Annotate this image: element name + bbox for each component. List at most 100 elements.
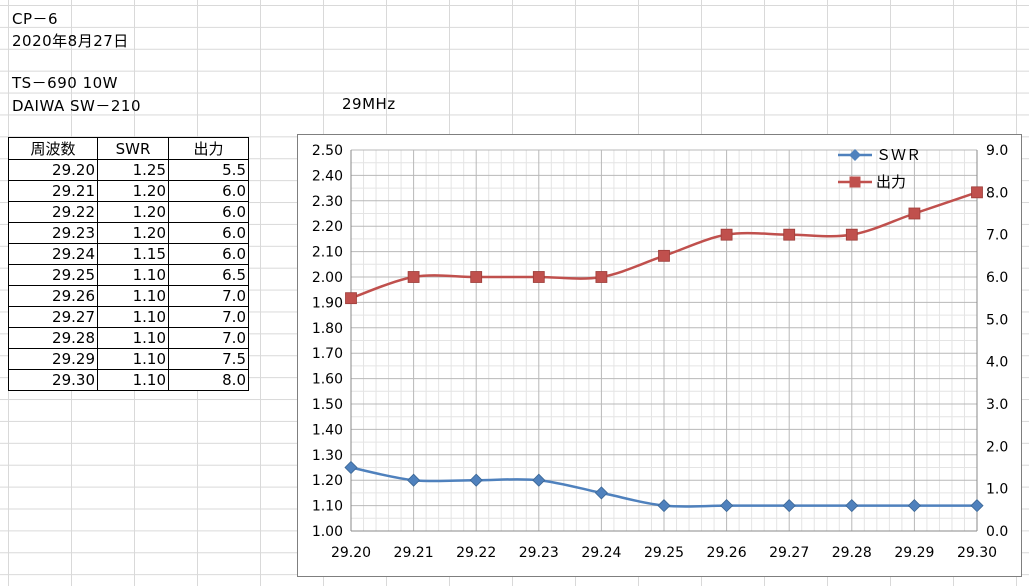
- y-left-tick-label: 1.70: [312, 346, 343, 362]
- table-cell[interactable]: 7.0: [168, 327, 249, 349]
- table-cell[interactable]: 29.26: [8, 285, 98, 307]
- table-cell[interactable]: 29.30: [8, 369, 98, 391]
- sheet-line-4: DAIWA SW－210: [12, 97, 141, 115]
- table-cell[interactable]: 29.24: [8, 243, 98, 265]
- series-point-1: [469, 473, 483, 487]
- sheet-line-2: 2020年8月27日: [12, 32, 129, 50]
- sheet-frequency-label: 29MHz: [342, 95, 396, 113]
- x-tick-label: 29.29: [894, 545, 934, 561]
- series-point-2: [345, 292, 357, 305]
- table-cell[interactable]: 29.23: [8, 222, 98, 244]
- table-cell[interactable]: 1.10: [97, 264, 169, 286]
- x-tick-label: 29.25: [644, 545, 684, 561]
- y-left-tick-label: 2.40: [312, 168, 343, 184]
- sheet-line-3: TS－690 10W: [12, 74, 119, 92]
- table-cell[interactable]: 1.10: [97, 348, 169, 370]
- table-cell[interactable]: 6.0: [168, 180, 249, 202]
- table-row: 29.26 1.10 7.0: [8, 285, 249, 307]
- y-left-tick-label: 2.30: [312, 194, 343, 210]
- y-right-tick-label: 8.0: [986, 185, 1008, 201]
- table-cell[interactable]: 7.0: [168, 306, 249, 328]
- y-left-tick-label: 1.10: [312, 499, 343, 515]
- chart-area[interactable]: 1.00 1.10 1.20 1.30 1.40 1.50 1.60 1.70 1.80 1.90…: [297, 134, 1022, 577]
- table-cell[interactable]: 1.20: [97, 201, 169, 223]
- y-right-tick-label: 4.0: [986, 355, 1008, 371]
- table-cell[interactable]: 29.25: [8, 264, 98, 286]
- table-cell[interactable]: 1.20: [97, 222, 169, 244]
- y-right-tick-label: 1.0: [986, 482, 1008, 498]
- measurement-table: 周波数 SWR 出力 29.20 1.25 5.5 29.21 1.20 6.0 29.22…: [8, 137, 249, 391]
- table-row: 29.22 1.20 6.0: [8, 201, 249, 223]
- legend-marker: [849, 149, 861, 161]
- y-left-tick-label: 1.40: [312, 422, 343, 438]
- table-cell[interactable]: 6.0: [168, 222, 249, 244]
- series-point-2: [720, 228, 733, 241]
- table-row: 29.30 1.10 8.0: [8, 369, 249, 391]
- y-right-tick-label: 2.0: [986, 439, 1008, 455]
- column-header[interactable]: 出力: [168, 137, 249, 160]
- x-tick-label: 29.20: [331, 545, 371, 561]
- swr-power-chart: 1.00 1.10 1.20 1.30 1.40 1.50 1.60 1.70 1.80 1.90…: [312, 143, 1008, 561]
- y-left-tick-label: 2.00: [312, 270, 343, 286]
- y-left-tick-label: 1.80: [312, 321, 343, 337]
- column-header[interactable]: 周波数: [8, 137, 98, 160]
- series-point-1: [782, 499, 796, 513]
- table-cell[interactable]: 1.10: [97, 306, 169, 328]
- table-cell[interactable]: 7.5: [168, 348, 249, 370]
- table-cell[interactable]: 1.10: [97, 369, 169, 391]
- series-point-1: [970, 499, 984, 513]
- x-tick-label: 29.26: [707, 545, 747, 561]
- table-cell[interactable]: 1.10: [97, 327, 169, 349]
- y-left-tick-label: 2.20: [312, 219, 343, 235]
- table-cell[interactable]: 6.0: [168, 201, 249, 223]
- series-point-2: [658, 249, 670, 262]
- series-point-2: [407, 271, 420, 283]
- y-left-tick-label: 1.60: [312, 372, 343, 388]
- series-point-1: [720, 499, 734, 513]
- y-right-tick-label: 7.0: [986, 228, 1008, 244]
- series-point-1: [532, 473, 546, 487]
- table-cell[interactable]: 8.0: [168, 369, 249, 391]
- y-right-tick-label: 0.0: [986, 524, 1008, 540]
- series-point-1: [845, 499, 859, 513]
- table-row: 29.20 1.25 5.5: [8, 159, 249, 181]
- y-right-tick-label: 5.0: [986, 312, 1008, 328]
- table-cell[interactable]: 5.5: [168, 159, 249, 181]
- y-left-tick-label: 1.20: [312, 473, 343, 489]
- x-tick-label: 29.24: [581, 545, 621, 561]
- table-cell[interactable]: 7.0: [168, 285, 249, 307]
- y-left-tick-label: 1.30: [312, 448, 343, 464]
- y-left-tick-label: 2.50: [312, 143, 343, 159]
- x-tick-label: 29.30: [957, 545, 997, 561]
- column-header[interactable]: SWR: [97, 137, 169, 160]
- table-row: 29.24 1.15 6.0: [8, 243, 249, 265]
- x-tick-label: 29.23: [519, 545, 559, 561]
- table-cell[interactable]: 29.22: [8, 201, 98, 223]
- table-cell[interactable]: 29.28: [8, 327, 98, 349]
- y-left-tick-label: 1.90: [312, 295, 343, 311]
- table-cell[interactable]: 1.10: [97, 285, 169, 307]
- table-cell[interactable]: 6.0: [168, 243, 249, 265]
- series-point-1: [657, 499, 671, 513]
- series-point-2: [908, 207, 921, 220]
- table-cell[interactable]: 29.29: [8, 348, 98, 370]
- table-cell[interactable]: 29.20: [8, 159, 98, 181]
- table-cell[interactable]: 1.15: [97, 243, 169, 265]
- y-right-tick-label: 9.0: [986, 143, 1008, 159]
- y-left-tick-label: 2.10: [312, 245, 343, 261]
- legend-label: ＳＷＲ: [876, 146, 921, 164]
- table-cell[interactable]: 29.21: [8, 180, 98, 202]
- table-row: 29.29 1.10 7.5: [8, 348, 249, 370]
- series-point-1: [344, 460, 358, 475]
- table-cell[interactable]: 1.25: [97, 159, 169, 181]
- sheet-line-1: CP－6: [12, 10, 59, 28]
- y-right-tick-label: 3.0: [986, 397, 1008, 413]
- table-row: 29.25 1.10 6.5: [8, 264, 249, 286]
- x-tick-label: 29.28: [832, 545, 872, 561]
- table-cell[interactable]: 29.27: [8, 306, 98, 328]
- legend-marker: [849, 176, 861, 188]
- series-point-1: [407, 473, 421, 487]
- table-cell[interactable]: 6.5: [168, 264, 249, 286]
- table-cell[interactable]: 1.20: [97, 180, 169, 202]
- y-left-tick-label: 1.00: [312, 524, 343, 540]
